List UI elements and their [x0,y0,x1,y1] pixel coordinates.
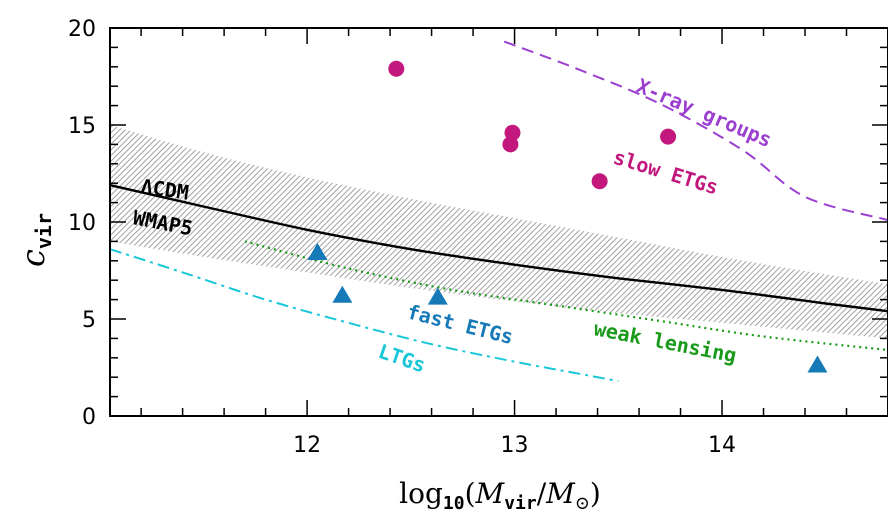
weak-lensing-line [244,240,888,352]
x-tick-label: 12 [293,433,321,458]
x-title-sub10: 10 [443,493,465,512]
x-title-slash: / [537,477,547,510]
ltgs-line [110,248,619,383]
slow-etg-point [502,136,519,153]
fast-etg-point [807,355,828,373]
y-title-c: c [14,249,52,267]
y-tick-label: 20 [68,17,96,42]
fast-etg-point [307,243,328,261]
y-axis-title: cvir [14,213,56,267]
fast-etgs-series [307,243,828,373]
xray-groups-line [503,40,888,222]
axis-ticks [110,28,888,416]
lcdm-median-line [110,183,888,313]
y-tick-labels: 0 5 10 15 20 [68,17,96,430]
x-title-m1: M [475,477,506,510]
ltgs-label: LTGs [375,339,428,377]
slow-etg-point [388,60,405,77]
lcdm-scatter-band [110,125,888,339]
y-tick-label: 15 [68,114,96,139]
slow-etgs-series [388,60,677,190]
fast-etgs-label: fast ETGs [405,300,516,350]
x-title-close: ) [590,477,601,510]
x-title-open: ( [465,477,476,510]
x-tick-labels: 12 13 14 [293,433,736,458]
x-title-sun: ⊙ [575,493,590,512]
slow-etg-point [660,128,677,145]
fast-etg-point [427,287,448,305]
y-title-vir: vir [32,213,56,249]
xray-groups-label: X-ray groups [633,74,775,153]
fast-etg-point [332,285,353,303]
x-tick-label: 14 [708,433,736,458]
x-axis-title: log10(Mvir/M⊙) [399,477,601,512]
slow-etgs-label: slow ETGs [611,145,722,200]
x-title-m2: M [545,477,576,510]
x-title-vir: vir [504,493,537,512]
y-tick-label: 0 [82,405,96,430]
x-title-log: log [399,477,443,510]
y-tick-label: 5 [82,308,96,333]
slow-etg-point [591,173,608,190]
y-tick-label: 10 [68,211,96,236]
x-tick-label: 13 [501,433,529,458]
weak-lensing-label: weak lensing [592,316,738,367]
